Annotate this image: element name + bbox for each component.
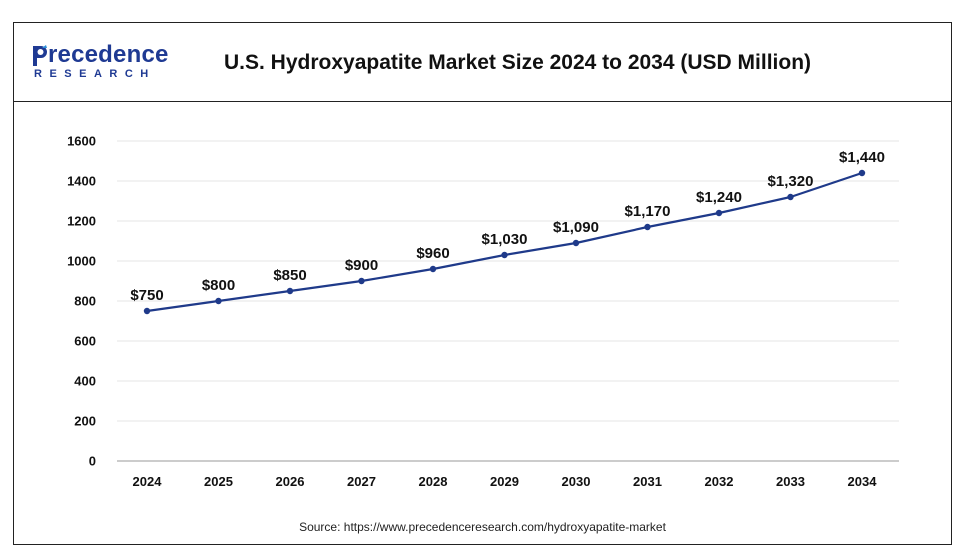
data-label: $750 (130, 287, 163, 304)
x-tick-label: 2029 (490, 474, 519, 489)
logo-subtitle: RESEARCH (34, 68, 156, 80)
x-tick-label: 2028 (419, 474, 448, 489)
data-label: $900 (345, 257, 378, 274)
data-point (644, 223, 651, 231)
source-note: Source: https://www.precedenceresearch.c… (299, 520, 666, 534)
data-point (358, 277, 365, 285)
x-tick-label: 2024 (133, 474, 163, 489)
data-points (143, 169, 866, 315)
logo-p-icon (33, 45, 47, 66)
data-label: $1,320 (768, 173, 814, 190)
x-tick-label: 2031 (633, 474, 662, 489)
data-point (143, 307, 151, 315)
y-tick-label: 800 (74, 294, 96, 309)
gridlines (117, 140, 899, 422)
y-tick-label: 1600 (67, 134, 96, 149)
data-point (715, 209, 723, 217)
data-point (501, 251, 508, 259)
chart-title: U.S. Hydroxyapatite Market Size 2024 to … (224, 51, 812, 74)
data-label: $800 (202, 277, 235, 294)
x-tick-label: 2033 (776, 474, 805, 489)
data-point (429, 265, 437, 273)
logo-wordmark: recedence (48, 41, 169, 68)
x-tick-label: 2032 (705, 474, 734, 489)
data-point (215, 297, 222, 305)
data-label: $850 (273, 267, 306, 284)
data-labels: $750 $800 $850 $900 $960 $1,030 $1,090 $1,170 $1… (130, 149, 885, 304)
y-tick-label: 1400 (67, 174, 96, 189)
data-label: $960 (416, 245, 449, 262)
data-point (787, 193, 794, 201)
y-tick-label: 600 (74, 334, 96, 349)
x-axis-tick-labels: 2024 2025 2026 2027 2028 2029 2030 2031 2032 2033… (133, 474, 878, 489)
x-tick-label: 2030 (562, 474, 591, 489)
y-tick-label: 0 (89, 454, 96, 469)
data-label: $1,030 (482, 231, 528, 248)
data-label: $1,170 (625, 203, 671, 220)
data-label: $1,090 (553, 219, 599, 236)
chart-frame: recedence RESEARCH U.S. Hydroxyapatite M… (13, 22, 952, 545)
x-tick-label: 2026 (276, 474, 305, 489)
y-tick-label: 200 (74, 414, 96, 429)
precedence-research-logo: recedence RESEARCH (30, 42, 190, 86)
data-point (286, 287, 294, 295)
x-tick-label: 2027 (347, 474, 376, 489)
y-tick-label: 400 (74, 374, 96, 389)
y-tick-label: 1000 (67, 254, 96, 269)
data-label: $1,240 (696, 189, 742, 206)
x-tick-label: 2025 (204, 474, 233, 489)
header: recedence RESEARCH U.S. Hydroxyapatite M… (14, 23, 951, 102)
data-point (858, 169, 866, 177)
x-tick-label: 2034 (848, 474, 878, 489)
y-axis-tick-labels: 0 200 400 600 800 1000 1200 1400 1600 (67, 134, 96, 469)
data-label: $1,440 (839, 149, 885, 166)
data-point (572, 239, 580, 247)
y-tick-label: 1200 (67, 214, 96, 229)
